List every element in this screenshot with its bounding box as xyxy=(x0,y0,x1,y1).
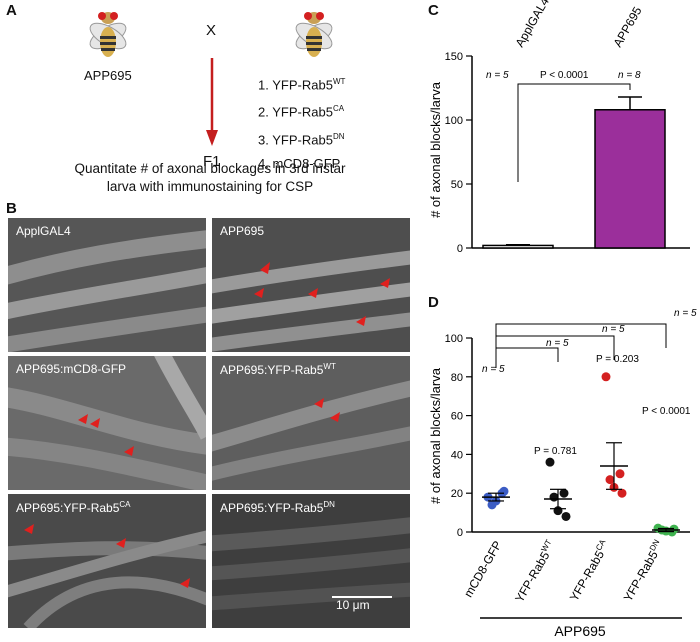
panel-a-caption: Quantitate # of axonal blockages in 3rd … xyxy=(74,161,346,194)
chart-d-ylabel: # of axonal blocks/larva xyxy=(428,367,443,504)
micrograph-mcd8-gfp: APP695:mCD8-GFP xyxy=(8,356,206,490)
chart-d-point xyxy=(561,511,571,521)
chart-c-n-2: n = 8 xyxy=(618,70,641,81)
fly-left-icon xyxy=(89,12,127,57)
chart-c-ylabel: # of axonal blocks/larva xyxy=(428,81,443,218)
micrograph-label: APP695:mCD8-GFP xyxy=(16,362,127,376)
scale-bar xyxy=(332,596,392,598)
chart-d-pvalue-wt: P = 0.781 xyxy=(534,446,577,457)
chart-d-ytick-label: 60 xyxy=(451,411,463,423)
chart-c-xlabel-1: ApplGAL4 xyxy=(512,0,552,49)
micrograph-applgal4: ApplGAL4 xyxy=(8,218,206,352)
chart-d-xlabel-1: mCD8-GFP xyxy=(461,539,504,600)
micrograph-rab5-ca: APP695:YFP-Rab5CA xyxy=(8,494,206,628)
chart-d-ytick-label: 40 xyxy=(451,449,463,461)
chart-d-point xyxy=(605,475,615,485)
chart-d-n-3: n = 5 xyxy=(602,324,625,335)
genotype-item-2: 2. YFP-Rab5CA xyxy=(258,104,345,120)
genotype-item-4: 4. mCD8-GFP xyxy=(258,155,341,171)
chart-d-ytick-label: 80 xyxy=(451,372,463,384)
f1-label: F1 xyxy=(203,153,221,170)
micrograph-rab5-wt: APP695:YFP-Rab5WT xyxy=(212,356,410,490)
chart-d-point xyxy=(615,469,625,479)
chart-d-xlabel-2: YFP-Rab5WT xyxy=(511,538,558,605)
chart-c-bracket xyxy=(517,83,631,182)
chart-c-xlabel-2: APP695 xyxy=(610,4,644,49)
micrograph-rab5-dn: APP695:YFP-Rab5DN 10 μm xyxy=(212,494,410,628)
micrograph-label: ApplGAL4 xyxy=(16,224,71,238)
micrograph-label: APP695:YFP-Rab5DN xyxy=(220,500,335,515)
chart-c-bar xyxy=(482,244,554,249)
chart-c-bar xyxy=(594,109,666,249)
panel-b-letter: B xyxy=(6,200,17,217)
chart-d-n-1: n = 5 xyxy=(482,364,505,375)
chart-c-ytick-label: 50 xyxy=(451,179,463,191)
chart-c-n-1: n = 5 xyxy=(486,70,509,81)
chart-d-point xyxy=(549,492,559,502)
chart-d-pvalue-ca: P = 0.203 xyxy=(596,354,639,365)
chart-c-ytick-label: 150 xyxy=(445,51,463,63)
chart-d-ytick-label: 100 xyxy=(445,333,463,345)
parent-label: APP695 xyxy=(84,68,132,83)
chart-c-ytick-label: 100 xyxy=(445,115,463,127)
arrow-down-icon xyxy=(206,58,218,146)
micrograph-app695: APP695 xyxy=(212,218,410,352)
fly-right-icon xyxy=(295,12,333,57)
chart-d-pvalue-dn: P < 0.0001 xyxy=(642,406,691,417)
panel-c-letter: C xyxy=(428,2,439,19)
chart-c-pvalue: P < 0.0001 xyxy=(540,70,589,81)
cross-symbol: X xyxy=(206,22,217,39)
chart-d-ytick-label: 20 xyxy=(451,488,463,500)
chart-d: # of axonal blocks/larva 0 20 40 60 80 100 n … xyxy=(428,308,697,639)
chart-d-point xyxy=(601,372,611,382)
chart-d-xlabel-3: YFP-Rab5CA xyxy=(566,537,613,603)
genotype-item-3: 3. YFP-Rab5DN xyxy=(258,131,345,147)
chart-d-point xyxy=(545,457,555,467)
micrograph-label: APP695:YFP-Rab5CA xyxy=(16,500,131,515)
chart-d-ytick-label: 0 xyxy=(457,527,463,539)
scale-bar-label: 10 μm xyxy=(336,598,370,612)
chart-d-n-2: n = 5 xyxy=(546,338,569,349)
panel-a-letter: A xyxy=(6,2,17,19)
chart-c-ytick-label: 0 xyxy=(457,243,463,255)
chart-d-n-4: n = 5 xyxy=(674,308,697,319)
chart-d-point xyxy=(617,488,627,498)
chart-c: # of axonal blocks/larva 0 50 100 150 ApplG… xyxy=(428,0,690,255)
micrograph-label: APP695 xyxy=(220,224,265,238)
panel-d-letter: D xyxy=(428,294,439,311)
genotype-item-1: 1. YFP-Rab5WT xyxy=(258,77,346,93)
genotype-list: 1. YFP-Rab5WT 2. YFP-Rab5CA 3. YFP-Rab5D… xyxy=(258,70,345,176)
chart-d-xlabel-4: YFP-Rab5DN xyxy=(620,538,667,604)
chart-d-group-label: APP695 xyxy=(554,623,606,639)
chart-d-point xyxy=(559,488,569,498)
micrograph-label: APP695:YFP-Rab5WT xyxy=(220,362,336,377)
chart-d-point xyxy=(499,486,509,496)
